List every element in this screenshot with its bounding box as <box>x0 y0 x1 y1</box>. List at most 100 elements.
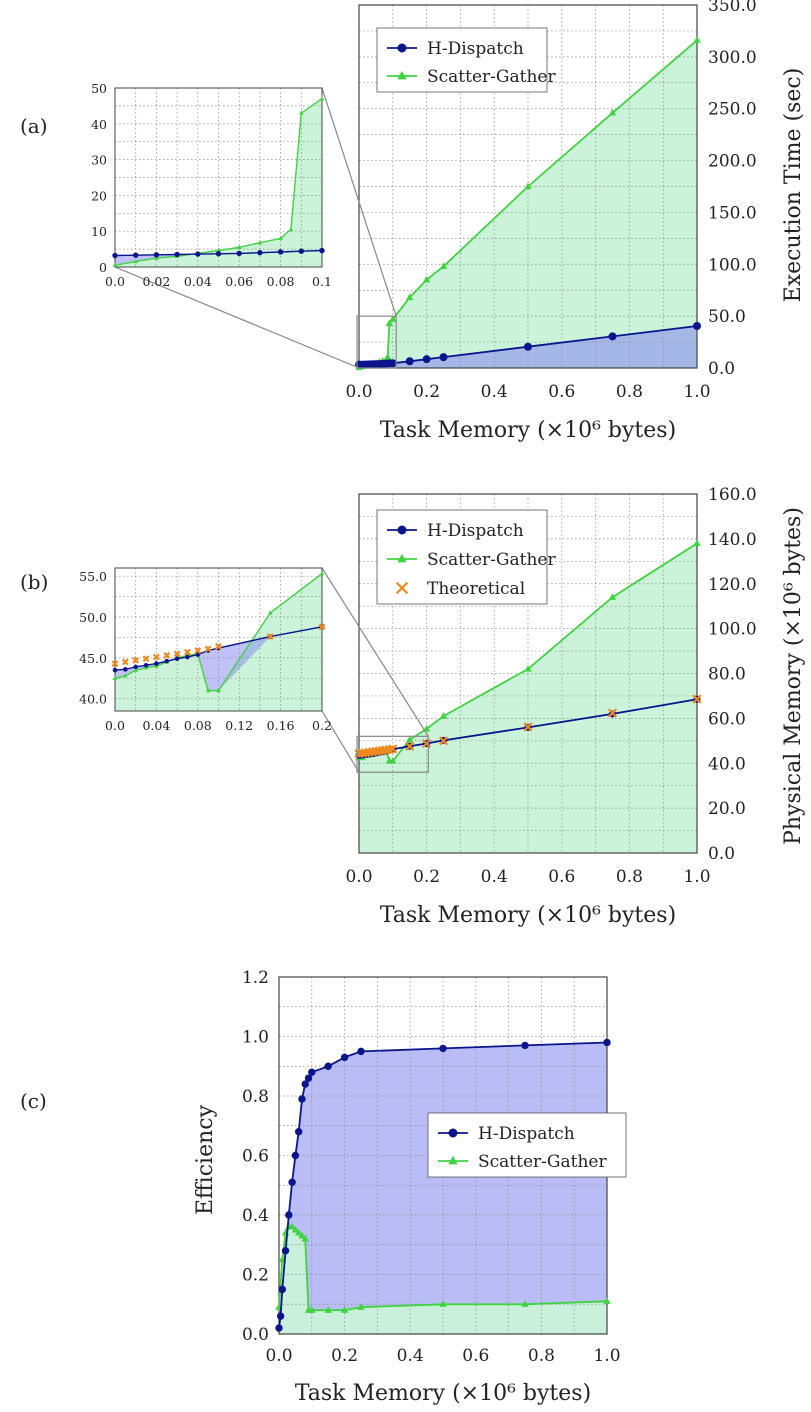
inset-h-dispatch-point <box>195 251 201 257</box>
inset-h-dispatch-area <box>115 626 322 691</box>
h-dispatch-point <box>281 1247 290 1255</box>
panel-c-ylabel: Efficiency <box>193 1104 218 1215</box>
inset-h-dispatch-point <box>298 248 304 254</box>
h-dispatch-line <box>278 1041 608 1329</box>
inset-theoretical-point <box>111 660 119 668</box>
inset-scatter-gather-point <box>133 667 138 672</box>
panel-b-frame <box>358 493 698 854</box>
inset-h-dispatch-point <box>143 662 149 668</box>
scatter-gather-point <box>693 539 701 547</box>
h-dispatch-point <box>405 357 414 366</box>
h-dispatch-point <box>294 1128 303 1136</box>
legend-box <box>376 27 548 93</box>
panel-c-xtick: 0.0 <box>265 1346 292 1366</box>
inset-a-ytick: 0 <box>99 260 107 275</box>
scatter-gather-point <box>288 1222 296 1230</box>
inset-a-xtick: 0.06 <box>225 274 253 289</box>
inset-h-dispatch-point <box>257 249 263 256</box>
panel-b-xtick: 1.0 <box>683 867 710 887</box>
legend-label: Scatter-Gather <box>427 67 556 87</box>
inset-h-dispatch-point <box>112 252 118 259</box>
inset-h-dispatch-point <box>123 667 128 672</box>
inset-h-dispatch-point <box>164 658 170 664</box>
h-dispatch-point <box>340 1053 349 1062</box>
h-dispatch-point <box>275 1324 283 1332</box>
scatter-gather-point <box>291 1225 300 1233</box>
h-dispatch-point <box>608 332 617 341</box>
inset-a-ytick: 40 <box>91 117 107 132</box>
scatter-gather-area <box>359 40 697 369</box>
scatter-gather-point <box>524 665 532 672</box>
scatter-gather-point <box>608 108 617 116</box>
legend-swatch-marker <box>397 525 407 535</box>
inset-scatter-gather-point <box>319 96 325 101</box>
inset-h-dispatch-point <box>174 656 180 662</box>
inset-h-dispatch-point <box>319 247 325 254</box>
h-dispatch-point <box>301 1080 309 1088</box>
inset-a-xtick: 0.1 <box>312 274 332 289</box>
panel-b-inset-frame <box>114 567 323 712</box>
scatter-gather-point <box>608 593 617 600</box>
scatter-gather-point <box>524 182 532 190</box>
panel-c-label: (c) <box>20 1089 47 1113</box>
legend-label: Scatter-Gather <box>427 550 556 570</box>
panel-b-zoom-connector <box>321 710 360 773</box>
panel-a-xtick: 1.0 <box>683 382 710 402</box>
inset-scatter-gather-point <box>257 240 263 245</box>
inset-theoretical-point <box>163 652 171 659</box>
theoretical-point <box>438 736 449 746</box>
panel-c-ytick: 0.8 <box>242 1087 269 1107</box>
inset-scatter-gather-area <box>115 573 322 711</box>
scatter-gather-point <box>384 353 392 360</box>
panel-b-ytick: 100.0 <box>708 620 757 640</box>
panel-a-xtick: 0.8 <box>616 382 643 402</box>
legend-box <box>427 1112 627 1178</box>
inset-a-xtick: 0.04 <box>184 274 212 289</box>
h-dispatch-point <box>357 1047 365 1056</box>
inset-a-xtick: 0.02 <box>142 274 170 289</box>
theoretical-point <box>388 744 398 754</box>
inset-h-dispatch-point <box>174 251 180 258</box>
inset-scatter-gather-point <box>205 688 211 693</box>
h-dispatch-point <box>521 1041 529 1050</box>
scatter-gather-point <box>439 262 448 270</box>
panel-c-xtick: 0.8 <box>528 1346 555 1366</box>
h-dispatch-point <box>439 1044 447 1053</box>
h-dispatch-point <box>304 1074 313 1082</box>
inset-a-xtick: 0.0 <box>105 274 125 289</box>
h-dispatch-point <box>422 355 431 364</box>
legend-swatch-marker <box>397 70 407 80</box>
panel-c-xtick: 0.4 <box>397 1346 424 1366</box>
panel-b-ytick: 60.0 <box>708 709 746 729</box>
inset-b-ytick: 40.0 <box>79 692 107 707</box>
theoretical-point <box>421 738 432 749</box>
panel-a-ytick: 350.0 <box>708 0 757 16</box>
inset-theoretical-point <box>121 658 129 666</box>
scatter-gather-point <box>340 1306 349 1313</box>
inset-theoretical-point <box>132 656 140 664</box>
panel-c-ytick: 0.4 <box>242 1206 269 1226</box>
scatter-gather-point <box>521 1300 529 1307</box>
legend-label: Theoretical <box>427 579 525 599</box>
panel-b-label: (b) <box>20 570 48 594</box>
inset-scatter-gather-point <box>112 675 118 680</box>
panel-c-ytick: 0.6 <box>242 1147 269 1167</box>
inset-a-ytick: 20 <box>91 188 107 203</box>
h-dispatch-point <box>388 359 397 368</box>
scatter-gather-point <box>295 1228 303 1236</box>
h-dispatch-point <box>298 1095 306 1103</box>
h-dispatch-point <box>291 1151 300 1160</box>
panel-a: (a) 0.0 0.2 0.4 0.6 0.8 1.00.050.0100.0150.02… <box>20 0 806 443</box>
inset-theoretical-point <box>142 655 150 663</box>
inset-scatter-gather-point <box>267 610 273 615</box>
panel-b-ytick: 40.0 <box>708 754 746 774</box>
panel-b-xtick: 0.0 <box>345 867 372 887</box>
scatter-gather-point <box>603 1297 611 1304</box>
legend-swatch-marker <box>448 1155 458 1165</box>
inset-h-dispatch-point <box>195 652 201 657</box>
panel-c-ytick: 0.0 <box>242 1325 269 1345</box>
legend-label: H-Dispatch <box>478 1124 575 1144</box>
panel-a-frame <box>358 4 698 369</box>
inset-b-ytick: 45.0 <box>79 651 107 666</box>
